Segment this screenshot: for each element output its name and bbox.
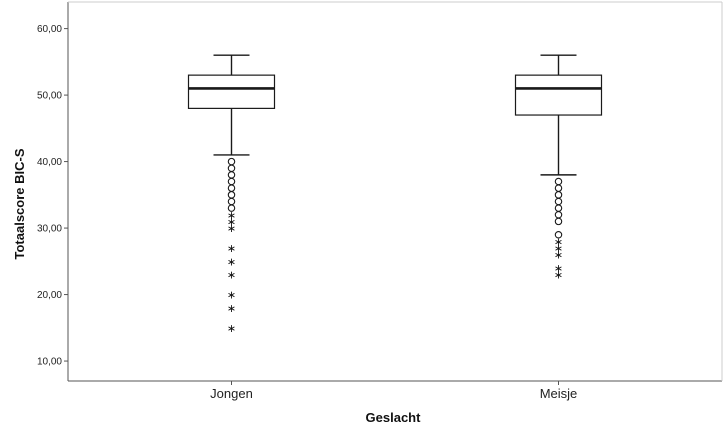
box-meisje [514,54,603,176]
y-tick-label: 30,00 [37,224,62,235]
iqr-box [514,74,603,116]
outlier-star: ∗ [554,250,563,262]
outlier-star: ∗ [554,236,563,248]
y-axis-title: Totaalscore BIC-S [12,148,27,259]
outlier-star: ∗ [554,243,563,255]
outlier-circle [227,171,236,179]
plot-frame [67,1,723,382]
outlier-circle [554,230,563,239]
boxes [187,54,603,176]
x-tick-label: Meisje [540,386,578,401]
x-axis-title: Geslacht [366,410,422,425]
outlier-star: ∗ [554,270,563,282]
y-tick-label: 60,00 [37,24,62,35]
y-axis-ticks: 10,00 20,00 30,00 40,00 50,00 60,00 [37,24,68,368]
outlier-star: ∗ [554,263,563,275]
outlier-circle [227,191,236,199]
outlier-circle [554,217,563,226]
y-tick-label: 40,00 [37,157,62,168]
outlier-circle [227,164,236,172]
outlier-circle [554,191,563,199]
outlier-star: ∗ [227,243,236,255]
outlier-star: ∗ [227,256,236,268]
outlier-star: ∗ [227,216,236,228]
iqr-box [187,74,276,109]
outlier-circle [554,184,563,192]
outlier-circle [227,157,236,166]
outlier-star: ∗ [227,290,236,302]
outlier-star: ∗ [227,323,236,335]
outlier-circle [227,177,236,186]
outlier-circle [554,177,563,186]
outlier-circle [227,197,236,206]
outlier-star: ∗ [227,223,236,235]
outlier-circle [227,184,236,192]
outlier-circle [554,211,563,219]
outliers: ∗∗∗∗∗∗∗∗∗∗∗∗∗∗ [227,157,563,335]
outlier-circle [554,204,563,212]
outlier-star: ∗ [227,303,236,315]
x-axis-labels: Jongen Meisje [210,381,577,401]
outlier-star: ∗ [227,210,236,222]
y-tick-label: 50,00 [37,91,62,102]
y-tick-label: 20,00 [37,290,62,301]
y-tick-label: 10,00 [37,357,62,368]
outlier-circle [227,204,236,212]
x-tick-label: Jongen [210,386,253,401]
box-jongen [187,54,276,156]
outlier-circle [554,197,563,206]
outlier-star: ∗ [227,270,236,282]
